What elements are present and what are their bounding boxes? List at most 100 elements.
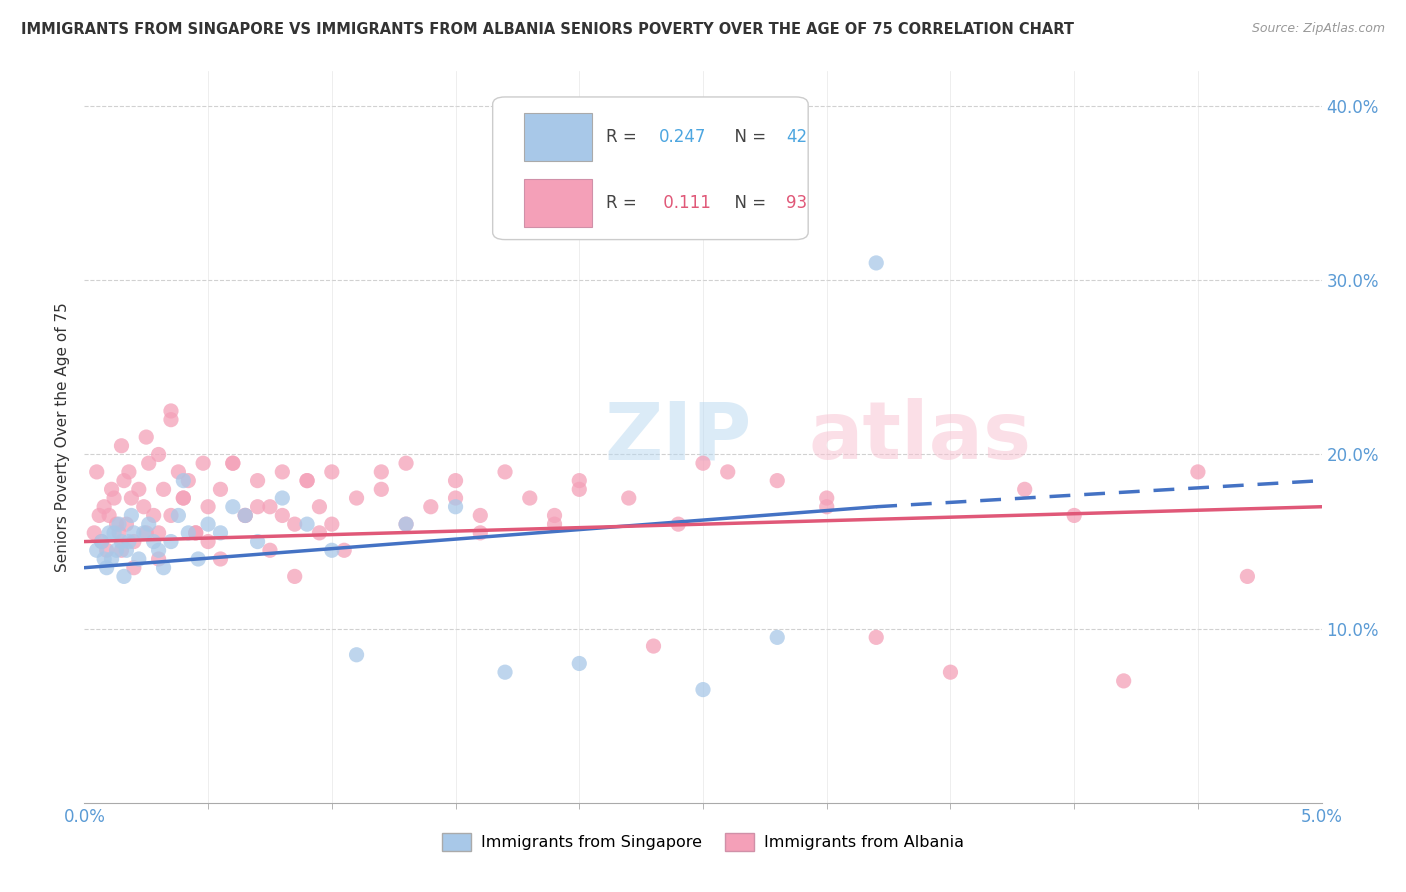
Point	[233, 508, 256, 523]
Point	[395, 517, 418, 532]
Point	[308, 500, 330, 514]
Point	[333, 543, 356, 558]
Point	[110, 534, 132, 549]
Point	[110, 439, 132, 453]
Point	[865, 631, 887, 645]
Point	[148, 525, 170, 540]
Point	[110, 543, 132, 558]
Point	[108, 517, 131, 532]
Point	[494, 665, 516, 680]
Point	[717, 465, 740, 479]
Point	[197, 534, 219, 549]
Point	[96, 543, 118, 558]
Text: ZIP: ZIP	[605, 398, 751, 476]
Point	[209, 552, 232, 566]
Point	[112, 474, 135, 488]
Text: Source: ZipAtlas.com: Source: ZipAtlas.com	[1251, 22, 1385, 36]
Point	[370, 465, 392, 479]
Point	[346, 648, 368, 662]
Point	[295, 474, 318, 488]
Point	[271, 508, 294, 523]
Point	[184, 525, 207, 540]
Point	[118, 534, 141, 549]
Point	[120, 508, 142, 523]
Point	[444, 491, 467, 505]
Point	[120, 491, 142, 505]
Point	[197, 517, 219, 532]
Point	[692, 682, 714, 697]
Point	[83, 525, 105, 540]
Point	[271, 491, 294, 505]
Text: R =: R =	[606, 128, 643, 146]
Point	[295, 474, 318, 488]
Point	[395, 456, 418, 470]
Point	[118, 465, 141, 479]
Text: N =: N =	[724, 194, 772, 212]
Point	[160, 534, 183, 549]
Point	[1236, 569, 1258, 583]
Point	[132, 525, 155, 540]
Point	[939, 665, 962, 680]
Point	[112, 569, 135, 583]
Point	[152, 483, 174, 497]
Point	[138, 456, 160, 470]
Bar	[523, 113, 592, 161]
Point	[98, 508, 121, 523]
Point	[346, 491, 368, 505]
Point	[209, 483, 232, 497]
Point	[135, 430, 157, 444]
Point	[135, 525, 157, 540]
Point	[105, 517, 128, 532]
Point	[115, 517, 138, 532]
Point	[93, 500, 115, 514]
Point	[160, 404, 183, 418]
Point	[284, 569, 307, 583]
Point	[138, 517, 160, 532]
Point	[1014, 483, 1036, 497]
Point	[1187, 465, 1209, 479]
Point	[233, 508, 256, 523]
Point	[148, 448, 170, 462]
Point	[90, 534, 112, 549]
Point	[865, 256, 887, 270]
Point	[128, 552, 150, 566]
Point	[142, 508, 165, 523]
Point	[321, 465, 343, 479]
Point	[568, 483, 591, 497]
Text: 0.111: 0.111	[658, 194, 711, 212]
Point	[177, 525, 200, 540]
Point	[167, 465, 190, 479]
Text: N =: N =	[724, 128, 772, 146]
Point	[172, 474, 194, 488]
Point	[160, 412, 183, 426]
Point	[568, 657, 591, 671]
Point	[271, 465, 294, 479]
Point	[86, 465, 108, 479]
Point	[494, 465, 516, 479]
Point	[152, 560, 174, 574]
Legend: Immigrants from Singapore, Immigrants from Albania: Immigrants from Singapore, Immigrants fr…	[436, 827, 970, 857]
Point	[103, 525, 125, 540]
Point	[259, 543, 281, 558]
Point	[148, 552, 170, 566]
Point	[444, 474, 467, 488]
Point	[128, 483, 150, 497]
Point	[815, 500, 838, 514]
Point	[568, 474, 591, 488]
Point	[643, 639, 665, 653]
Point	[177, 474, 200, 488]
Point	[100, 483, 122, 497]
Point	[246, 534, 269, 549]
Point	[321, 517, 343, 532]
Point	[122, 534, 145, 549]
Point	[543, 508, 565, 523]
Point	[470, 508, 492, 523]
Point	[184, 525, 207, 540]
Point	[142, 534, 165, 549]
Point	[766, 631, 789, 645]
Text: atlas: atlas	[808, 398, 1031, 476]
Point	[122, 525, 145, 540]
Point	[103, 491, 125, 505]
Point	[98, 525, 121, 540]
Point	[89, 508, 111, 523]
